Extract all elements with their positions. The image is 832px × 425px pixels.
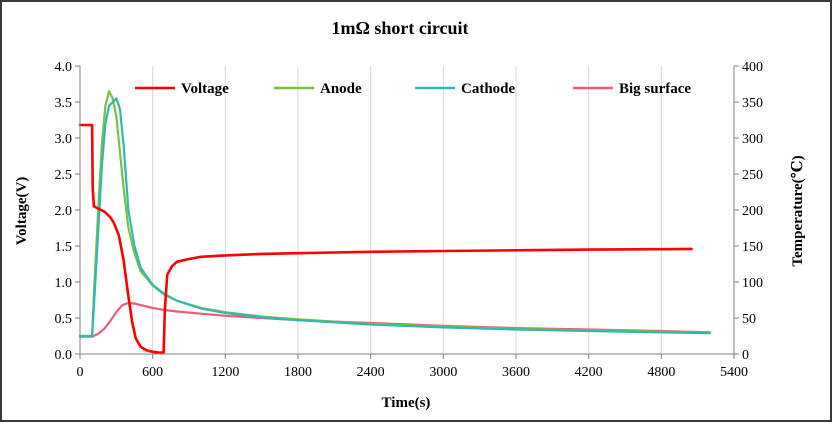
chart-title: 1mΩ short circuit <box>331 18 468 38</box>
y2-tick-label: 250 <box>742 168 763 183</box>
grid-layer <box>152 66 735 354</box>
legend-label: Voltage <box>181 81 229 97</box>
y2-tick-label: 0 <box>742 348 749 363</box>
x-tick-label: 5400 <box>720 365 748 380</box>
y2-tick-label: 150 <box>742 240 763 255</box>
legend-label: Anode <box>320 81 362 97</box>
y2-tick-label: 400 <box>742 60 763 75</box>
x-tick-label: 1200 <box>211 365 239 380</box>
y-tick-label: 0.0 <box>55 348 73 363</box>
series-line-cathode <box>78 97 711 338</box>
y2-tick-label: 100 <box>742 276 763 291</box>
series-line-voltage <box>78 123 693 354</box>
legend-label: Big surface <box>619 81 691 97</box>
y-tick-label: 2.0 <box>55 204 73 219</box>
y2-tick-label: 350 <box>742 96 763 111</box>
y2-tick-label: 200 <box>742 204 763 219</box>
chart: 1mΩ short circuit 0 600 1200 1800 2400 3000 36… <box>14 18 806 411</box>
x-tick-label: 2400 <box>357 365 385 380</box>
legend-label: Cathode <box>461 81 516 97</box>
legend: Voltage Anode Cathode Big surface <box>135 81 691 97</box>
y-tick-label: 1.0 <box>55 276 73 291</box>
x-tick-label: 1800 <box>284 365 312 380</box>
x-tick-label: 4200 <box>575 365 603 380</box>
y-axis-title: Voltage(V) <box>14 177 30 246</box>
y2-axis-title: Temperature(℃) <box>790 155 806 266</box>
x-tick-label: 4800 <box>647 365 675 380</box>
x-tick-label: 600 <box>142 365 163 380</box>
y-tick-label: 1.5 <box>55 240 73 255</box>
x-tick-label: 3600 <box>502 365 530 380</box>
x-axis-title: Time(s) <box>382 395 431 411</box>
y-tick-label: 4.0 <box>55 60 73 75</box>
axis-layer: 0 600 1200 1800 2400 3000 3600 4200 4800 54000.00… <box>55 60 764 380</box>
y2-tick-label: 300 <box>742 132 763 147</box>
series-layer <box>78 90 711 354</box>
x-tick-label: 0 <box>77 365 84 380</box>
y-tick-label: 0.5 <box>55 312 73 327</box>
y-tick-label: 2.5 <box>55 168 73 183</box>
y-tick-label: 3.0 <box>55 132 73 147</box>
y2-tick-label: 50 <box>742 312 756 327</box>
x-tick-label: 3000 <box>429 365 457 380</box>
y-tick-label: 3.5 <box>55 96 73 111</box>
